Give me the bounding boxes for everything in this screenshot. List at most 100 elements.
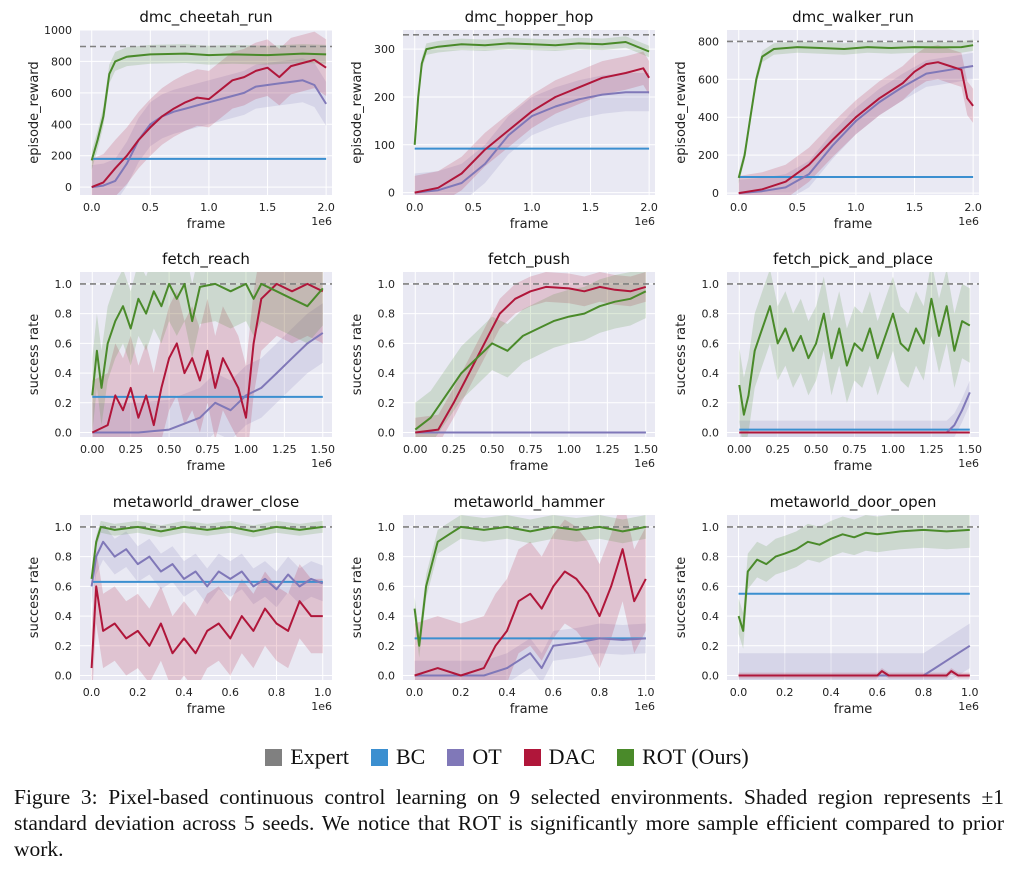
x-tick-label: 0.0 <box>730 686 748 699</box>
x-scale-label: 1e6 <box>634 215 655 228</box>
y-tick-label: 0.4 <box>702 610 720 623</box>
y-tick-label: 200 <box>698 149 719 162</box>
y-tick-label: 0.2 <box>378 640 396 653</box>
line-ot <box>414 637 646 677</box>
line-dac <box>415 285 647 434</box>
band-dac <box>91 31 327 195</box>
plot-area <box>403 272 655 437</box>
x-tick-label: 1.50 <box>634 443 659 456</box>
y-tick-label: 0.0 <box>55 427 73 440</box>
x-tick-label: 1.5 <box>582 201 600 214</box>
x-axis-label: frame <box>510 702 549 717</box>
line-rot <box>414 290 647 431</box>
band-rot <box>414 515 646 658</box>
x-tick-label: 0.2 <box>452 686 470 699</box>
x-tick-label: 0.0 <box>83 686 101 699</box>
series-group <box>403 272 655 437</box>
x-scale-label: 1e6 <box>958 457 979 470</box>
x-tick-label: 1.00 <box>881 443 906 456</box>
x-tick-label: 1.25 <box>595 443 620 456</box>
y-tick-label: 0.0 <box>702 670 720 683</box>
x-axis-label: frame <box>834 702 873 717</box>
line-dac <box>414 548 647 677</box>
legend-item-dac: DAC <box>523 744 596 770</box>
legend-swatch-ot <box>447 748 465 766</box>
legend-item-expert: Expert <box>265 744 349 770</box>
chart-title: metaworld_door_open <box>770 493 937 512</box>
x-tick-label: 1.50 <box>311 443 336 456</box>
x-tick-label: 0.50 <box>480 443 505 456</box>
legend-swatch-dac <box>523 748 541 766</box>
y-axis-label: success rate <box>674 314 689 395</box>
legend-item-ot: OT <box>447 744 502 770</box>
x-tick-label: 0.6 <box>869 686 887 699</box>
line-ot <box>91 79 327 189</box>
band-ot <box>92 303 323 437</box>
panel-fetch-push: fetch_push 0.00 0.25 0.50 0.75 1.00 1.25 1.50 0.… <box>350 250 658 474</box>
x-tick-label: 1.5 <box>906 201 924 214</box>
plot-area <box>403 515 655 680</box>
y-axis-label: episode_reward <box>674 61 689 163</box>
legend-swatch-rot <box>617 748 635 766</box>
band-ot <box>91 523 323 608</box>
x-tick-label: 0.0 <box>730 201 748 214</box>
x-scale-label: 1e6 <box>634 700 655 713</box>
x-tick-label: 1.0 <box>961 686 979 699</box>
x-tick-label: 1.0 <box>637 686 655 699</box>
band-ot <box>739 380 970 437</box>
y-tick-label: 200 <box>51 150 72 163</box>
y-tick-label: 0.8 <box>378 551 396 564</box>
line-rot <box>90 52 327 161</box>
y-tick-label: 600 <box>51 87 72 100</box>
x-tick-label: 0.6 <box>222 686 240 699</box>
y-axis-label: success rate <box>350 557 365 638</box>
x-tick-label: 0.25 <box>118 443 143 456</box>
y-tick-label: 0 <box>712 187 719 200</box>
y-tick-label: 800 <box>698 35 719 48</box>
x-tick-label: 0.4 <box>175 686 193 699</box>
y-tick-label: 400 <box>698 111 719 124</box>
y-tick-label: 0.0 <box>378 427 396 440</box>
y-tick-label: 0.4 <box>55 367 73 380</box>
x-scale-label: 1e6 <box>958 215 979 228</box>
x-tick-label: 0.75 <box>195 443 220 456</box>
x-tick-label: 0.50 <box>157 443 182 456</box>
figure-caption: Figure 3: Pixel-based continuous control… <box>14 785 1004 861</box>
band-ot <box>414 73 650 195</box>
y-tick-label: 0.4 <box>55 610 73 623</box>
x-tick-label: 1.0 <box>847 201 865 214</box>
series-group <box>727 515 979 680</box>
y-axis-label: success rate <box>27 314 42 395</box>
legend-label-expert: Expert <box>290 744 349 769</box>
plot-area <box>727 272 979 437</box>
plot-area <box>727 30 979 195</box>
line-rot <box>90 525 323 580</box>
band-ot <box>738 52 974 195</box>
x-tick-label: 1.00 <box>234 443 259 456</box>
line-dac <box>738 61 974 195</box>
chart-title: metaworld_drawer_close <box>113 493 299 512</box>
y-tick-label: 600 <box>698 73 719 86</box>
y-axis-label: success rate <box>350 314 365 395</box>
legend: Expert BC OT DAC ROT (Ours) <box>0 740 1014 774</box>
legend-label-dac: DAC <box>548 744 596 769</box>
line-dac <box>414 67 650 194</box>
x-tick-label: 1.25 <box>919 443 944 456</box>
series-group <box>80 31 332 195</box>
x-tick-label: 0.75 <box>518 443 543 456</box>
line-dac <box>90 585 323 669</box>
y-axis-label: episode_reward <box>27 61 42 163</box>
x-tick-label: 1.0 <box>200 201 218 214</box>
series-group <box>403 33 655 195</box>
x-axis-label: frame <box>834 459 873 474</box>
x-tick-label: 0.00 <box>727 443 752 456</box>
chart-title: fetch_pick_and_place <box>773 250 933 269</box>
x-tick-label: 0.00 <box>80 443 105 456</box>
panel-metaworld-door-open: metaworld_door_open 0.0 0.2 0.4 0.6 0.8 1.0 0.0… <box>674 493 979 717</box>
legend-label-bc: BC <box>395 744 426 769</box>
y-tick-label: 100 <box>374 139 395 152</box>
figure-grid: dmc_cheetah_run 0.0 0.5 1.0 1.5 2.0 0 200 400 600… <box>27 8 982 717</box>
y-tick-label: 0.8 <box>55 551 73 564</box>
x-scale-label: 1e6 <box>311 457 332 470</box>
